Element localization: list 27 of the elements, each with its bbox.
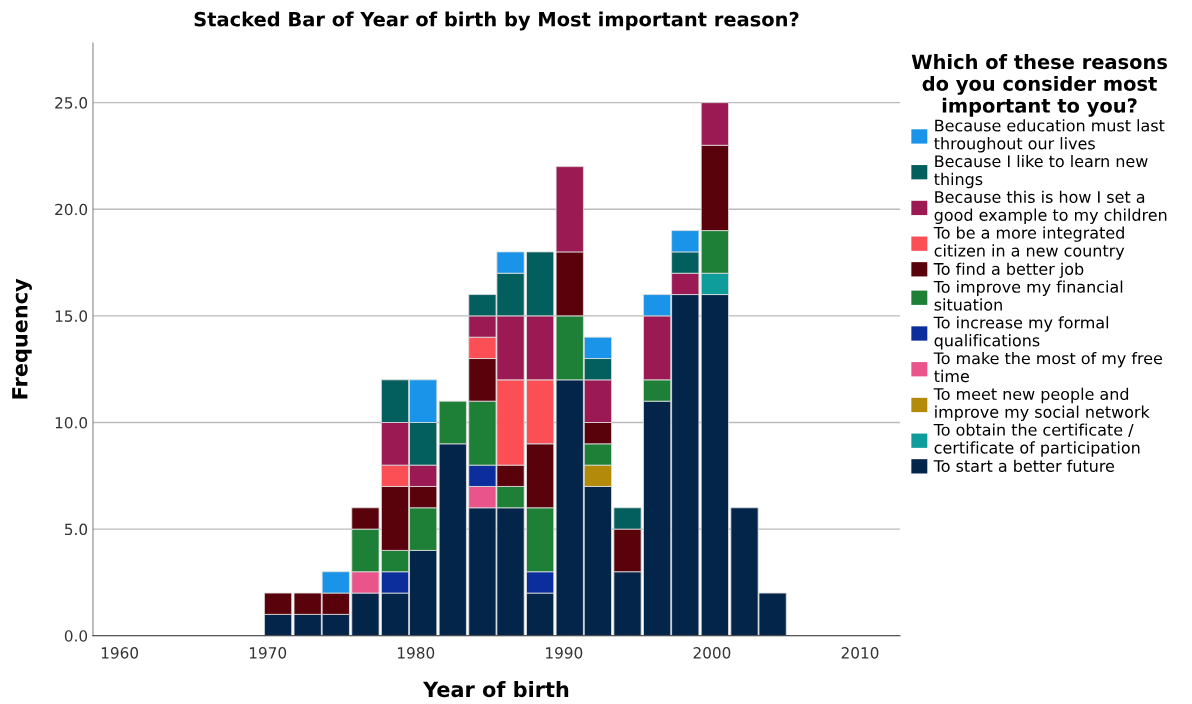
legend-label: Because education must last throughout our lives xyxy=(934,119,1165,153)
y-tick-label: 15.0 xyxy=(55,310,88,322)
x-tick-label: 1970 xyxy=(249,647,287,659)
legend-label: Because I like to learn new things xyxy=(934,154,1148,189)
x-tick-label: 1980 xyxy=(398,647,435,659)
y-tick-label: 10.0 xyxy=(55,416,88,429)
x-axis-title: Year of birth xyxy=(422,681,569,698)
legend-label: To obtain the certificate / certificate of participation xyxy=(933,423,1140,457)
x-tick-label: 1990 xyxy=(546,647,583,659)
x-tick-label: 2010 xyxy=(841,647,879,659)
y-axis-title: Frequency xyxy=(12,278,32,399)
x-tick-label: 1960 xyxy=(101,647,139,659)
y-tick-label: 20.0 xyxy=(55,203,88,216)
legend-label: To be a more integrated citizen in a new country xyxy=(933,226,1125,260)
legend-label: To increase my formal qualifications xyxy=(933,316,1109,350)
y-tick-label: 0.0 xyxy=(64,630,88,642)
legend-label: To make the most of my free time xyxy=(933,351,1162,383)
legend-title: Which of these reasons do you consider most important to you? xyxy=(911,54,1167,117)
legend-label: To start a better future xyxy=(933,459,1115,473)
chart-title: Stacked Bar of Year of birth by Most important reason? xyxy=(194,11,799,31)
legend-label: Because this is how I set a good example to my children xyxy=(934,190,1167,225)
y-tick-label: 25.0 xyxy=(55,97,88,109)
legend-label: To find a better job xyxy=(933,262,1084,279)
x-tick-label: 2000 xyxy=(693,647,731,659)
legend-label: To improve my financial situation xyxy=(933,280,1123,311)
legend-label: To meet new people and improve my social network xyxy=(933,387,1150,422)
y-tick-label: 5.0 xyxy=(65,523,88,536)
